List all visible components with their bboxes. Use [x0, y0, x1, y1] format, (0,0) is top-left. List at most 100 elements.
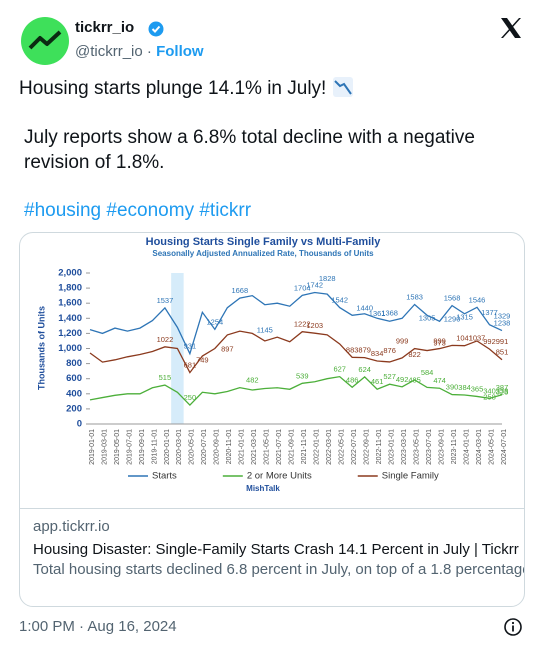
- x-tick-label: 2021-11-01: [301, 429, 308, 464]
- handle-row: @tickrr_io · Follow: [75, 43, 204, 60]
- data-label: 1222: [294, 320, 311, 329]
- x-tick-label: 2024-07-01: [501, 429, 508, 465]
- data-label: 1440: [356, 303, 373, 312]
- x-tick-label: 2020-09-01: [214, 429, 221, 465]
- x-tick-label: 2022-11-01: [376, 429, 383, 464]
- y-axis-label: Thousands of Units: [36, 306, 46, 390]
- legend-label: Single Family: [382, 471, 439, 482]
- data-label: 1828: [319, 274, 336, 283]
- data-label: 515: [159, 373, 172, 382]
- data-label: 485: [408, 375, 421, 384]
- data-label: 539: [296, 371, 309, 380]
- y-tick-label: 600: [66, 373, 82, 384]
- x-tick-label: 2021-07-01: [276, 429, 283, 465]
- y-tick-label: 1,400: [58, 313, 82, 324]
- data-label: 527: [383, 372, 396, 381]
- data-label: 931: [184, 342, 197, 351]
- data-label: 1145: [257, 326, 273, 335]
- data-label: 486: [346, 375, 359, 384]
- series-line: [89, 375, 503, 407]
- series-line: [89, 330, 503, 374]
- card-text: app.tickrr.io Housing Disaster: Single-F…: [20, 509, 524, 580]
- chart: Housing Starts Single Family vs Multi-Fa…: [20, 236, 524, 509]
- x-tick-label: 2019-11-01: [151, 429, 158, 464]
- data-label: 390: [446, 383, 459, 392]
- series-line: [89, 291, 503, 356]
- y-tick-label: 1,800: [58, 283, 82, 294]
- data-label: 876: [383, 346, 396, 355]
- x-tick-label: 2024-01-01: [463, 429, 470, 465]
- data-label: 387: [496, 383, 509, 392]
- x-tick-label: 2020-03-01: [176, 429, 183, 465]
- tweet-headline: Housing starts plunge 14.1% in July!: [19, 76, 354, 100]
- data-label: 1315: [456, 313, 473, 322]
- data-label: 340: [483, 386, 496, 395]
- y-tick-label: 800: [66, 358, 82, 369]
- x-tick-label: 2021-09-01: [289, 429, 296, 465]
- emoji-chart-down: [332, 77, 353, 97]
- data-label: 1742: [306, 280, 323, 289]
- x-tick-label: 2021-01-01: [239, 429, 246, 465]
- x-tick-label: 2022-01-01: [314, 429, 321, 465]
- x-tick-label: 2020-07-01: [201, 429, 208, 465]
- verified-badge: [148, 21, 164, 37]
- data-label: 1254: [207, 317, 224, 326]
- x-tick-label: 2019-09-01: [139, 429, 146, 465]
- data-label: 999: [433, 337, 446, 346]
- data-label: 1305: [419, 313, 436, 322]
- data-label: 492: [396, 375, 409, 384]
- hashtag[interactable]: #housing: [24, 200, 102, 221]
- x-tick-label: 2021-05-01: [264, 429, 271, 465]
- user-handle[interactable]: @tickrr_io: [75, 43, 143, 60]
- x-tick-label: 2021-03-01: [251, 429, 258, 465]
- x-tick-label: 2022-09-01: [364, 429, 371, 465]
- data-label: 992: [483, 337, 496, 346]
- x-tick-label: 2020-01-01: [164, 429, 171, 465]
- y-tick-label: 0: [77, 419, 82, 430]
- tweet-body: July reports show a 6.8% total decline w…: [24, 127, 475, 173]
- data-label: 461: [371, 377, 384, 386]
- avatar[interactable]: [20, 16, 70, 66]
- data-label: 883: [346, 345, 359, 354]
- x-tick-label: 2020-11-01: [226, 429, 233, 464]
- data-label: 822: [408, 350, 421, 359]
- x-tick-label: 2023-03-01: [401, 429, 408, 465]
- data-label: 1704: [294, 283, 311, 292]
- y-tick-label: 2,000: [58, 268, 82, 279]
- data-label: 851: [496, 348, 509, 357]
- data-label: 474: [433, 376, 446, 385]
- x-tick-label: 2023-01-01: [388, 429, 395, 465]
- info-icon[interactable]: [503, 617, 523, 637]
- y-tick-label: 400: [66, 388, 82, 399]
- data-label: 999: [396, 337, 409, 346]
- x-tick-label: 2019-07-01: [126, 429, 133, 465]
- data-label: 258: [483, 393, 496, 402]
- data-label: 973: [433, 339, 446, 348]
- follow-button[interactable]: Follow: [156, 43, 204, 60]
- data-label: 834: [371, 349, 384, 358]
- data-label: 1546: [469, 295, 486, 304]
- link-card[interactable]: Housing Starts Single Family vs Multi-Fa…: [19, 232, 525, 607]
- data-label: 1361: [369, 309, 386, 318]
- user-name[interactable]: tickrr_io: [75, 19, 135, 36]
- chart-subtitle: Seasonally Adjusted Annualized Rate, Tho…: [152, 249, 374, 258]
- data-label: 1203: [306, 321, 323, 330]
- hashtag[interactable]: #tickrr: [199, 200, 252, 221]
- y-tick-label: 200: [66, 403, 82, 414]
- timestamp[interactable]: 1:00 PM · Aug 16, 2024: [19, 618, 177, 635]
- data-label: 879: [358, 346, 371, 355]
- data-label: 1041: [456, 333, 473, 342]
- x-tick-label: 2023-11-01: [451, 429, 458, 464]
- y-tick-label: 1,000: [58, 343, 82, 354]
- legend-label: 2 or More Units: [247, 471, 312, 482]
- y-tick-label: 1,600: [58, 298, 82, 309]
- data-label: 584: [421, 368, 434, 377]
- x-tick-label: 2022-07-01: [351, 429, 358, 465]
- y-tick-label: 1,200: [58, 328, 82, 339]
- x-logo[interactable]: [500, 18, 522, 38]
- hashtag[interactable]: #economy: [106, 200, 195, 221]
- data-label: 1037: [469, 334, 486, 343]
- data-label: 897: [221, 344, 234, 353]
